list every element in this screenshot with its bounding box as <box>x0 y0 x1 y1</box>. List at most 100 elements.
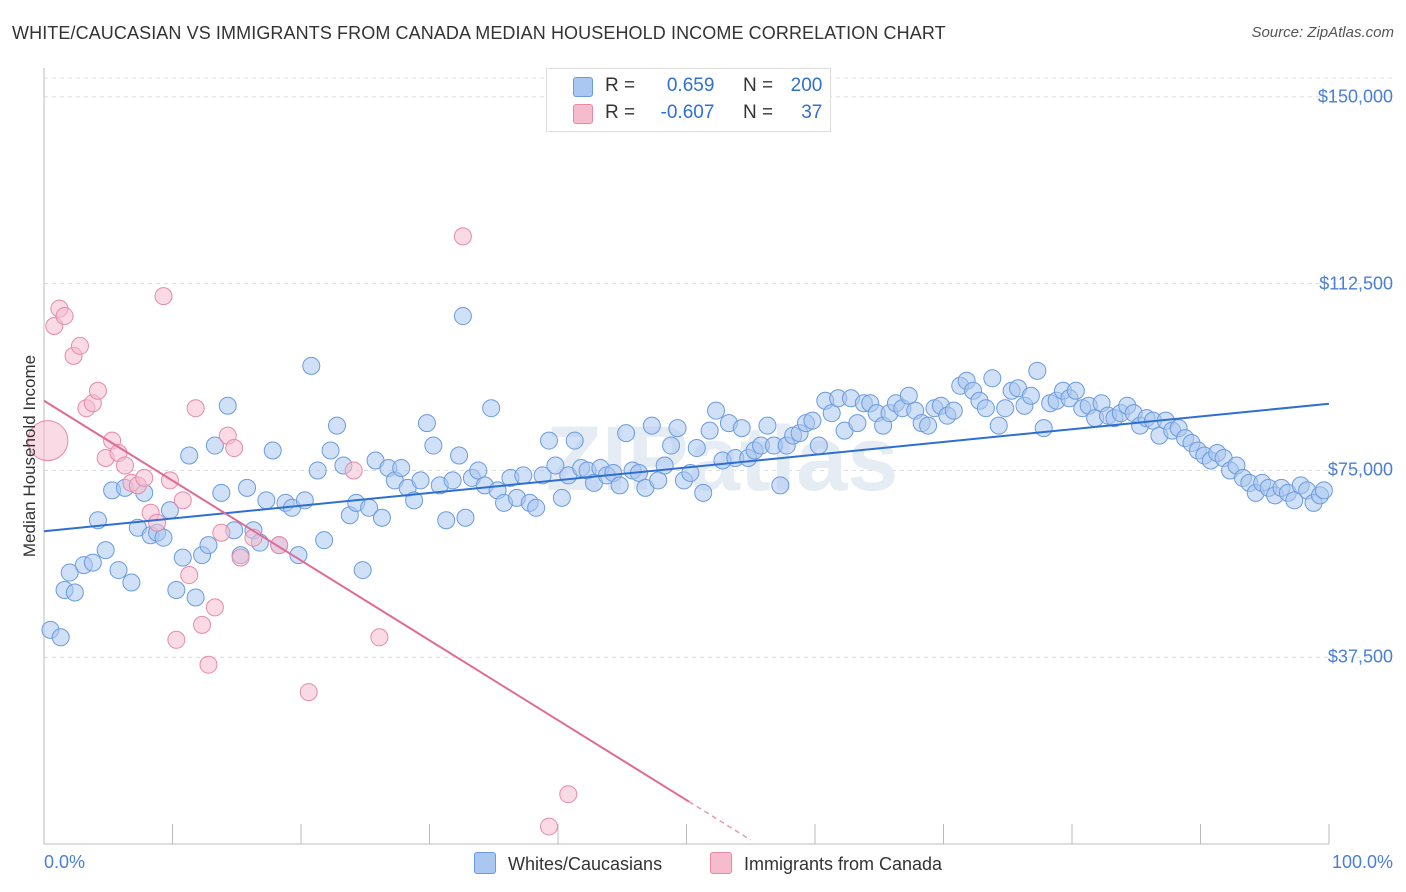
data-point <box>186 399 205 418</box>
trend-lines <box>43 399 1330 841</box>
x-tick-label-max: 100.0% <box>1331 852 1393 872</box>
data-point <box>822 404 841 423</box>
data-point <box>193 615 212 634</box>
data-point <box>1028 361 1047 380</box>
gridlines <box>44 77 1393 658</box>
data-point <box>559 785 578 804</box>
data-point <box>257 491 276 510</box>
bottom-legend-swatch-canada <box>710 852 732 874</box>
data-point <box>694 483 713 502</box>
data-point <box>1285 491 1304 510</box>
data-point <box>809 436 828 455</box>
data-point <box>70 336 89 355</box>
data-point <box>238 478 257 497</box>
data-point <box>83 553 102 572</box>
legend-swatch-whites <box>573 77 593 97</box>
data-point <box>527 498 546 517</box>
data-point <box>450 446 469 465</box>
data-point <box>681 463 700 482</box>
data-point <box>552 488 571 507</box>
legend-n-label: N = <box>742 75 774 96</box>
data-point <box>173 548 192 567</box>
data-point <box>370 628 389 647</box>
data-point <box>180 446 199 465</box>
data-point <box>919 416 938 435</box>
data-point <box>299 683 318 702</box>
legend-r-value-canada: -0.607 <box>660 102 715 123</box>
legend-n-label: N = <box>742 102 774 123</box>
data-point <box>655 456 674 475</box>
data-point <box>199 655 218 674</box>
data-point <box>212 523 231 542</box>
data-point <box>424 436 443 455</box>
data-point <box>289 546 308 565</box>
data-point <box>55 307 74 326</box>
data-point <box>167 580 186 599</box>
data-point <box>687 439 706 458</box>
y-axis-label: Median Household Income <box>20 354 39 558</box>
data-point <box>1034 419 1053 438</box>
bottom-legend-label-canada: Immigrants from Canada <box>744 854 943 874</box>
data-point <box>649 471 668 490</box>
data-point <box>642 416 661 435</box>
data-point <box>154 528 173 547</box>
data-point <box>154 287 173 306</box>
data-point <box>392 458 411 477</box>
data-point <box>732 419 751 438</box>
bottom-legend-canada: Immigrants from Canada <box>710 852 942 875</box>
data-point <box>803 411 822 430</box>
data-point <box>27 420 69 462</box>
data-point <box>173 491 192 510</box>
chart-title: WHITE/CAUCASIAN VS IMMIGRANTS FROM CANAD… <box>12 23 946 43</box>
legend-n-value-canada: 37 <box>801 102 823 123</box>
data-point <box>225 439 244 458</box>
data-point <box>899 386 918 405</box>
data-point <box>263 441 282 460</box>
data-point <box>668 419 687 438</box>
data-point <box>848 414 867 433</box>
data-point <box>453 227 472 246</box>
data-point <box>315 531 334 550</box>
data-point <box>976 399 995 418</box>
data-point <box>205 598 224 617</box>
data-point <box>983 369 1002 388</box>
data-point <box>996 399 1015 418</box>
trend-line-canada-extension <box>688 801 752 841</box>
data-point <box>533 466 552 485</box>
data-point <box>617 424 636 443</box>
data-point <box>540 817 559 836</box>
y-tick-label: $150,000 <box>1317 86 1393 107</box>
legend-r-label: R = <box>605 75 636 96</box>
data-points <box>27 227 1333 836</box>
data-point <box>469 461 488 480</box>
data-point <box>437 511 456 530</box>
data-point <box>944 401 963 420</box>
data-point <box>51 628 70 647</box>
data-point <box>989 416 1008 435</box>
data-point <box>205 436 224 455</box>
legend-r-label: R = <box>605 102 636 123</box>
y-tick-label: $112,500 <box>1319 273 1393 294</box>
data-point <box>453 307 472 326</box>
data-point <box>109 561 128 580</box>
y-tick-label: $75,000 <box>1327 459 1393 480</box>
data-point <box>180 566 199 585</box>
data-point <box>417 414 436 433</box>
x-tick-label-min: 0.0% <box>44 852 86 872</box>
data-point <box>65 583 84 602</box>
data-point <box>1021 386 1040 405</box>
data-point <box>1314 481 1333 500</box>
data-point <box>135 468 154 487</box>
bottom-legend-label-whites: Whites/Caucasians <box>508 854 663 874</box>
data-point <box>456 508 475 527</box>
data-point <box>88 381 107 400</box>
data-point <box>482 399 501 418</box>
data-point <box>231 548 250 567</box>
legend-swatch-canada <box>573 104 593 124</box>
data-point <box>302 356 321 375</box>
legend-r-value-whites: 0.659 <box>666 75 715 96</box>
trend-line-canada <box>43 399 690 803</box>
data-point <box>148 513 167 532</box>
data-point <box>199 536 218 555</box>
